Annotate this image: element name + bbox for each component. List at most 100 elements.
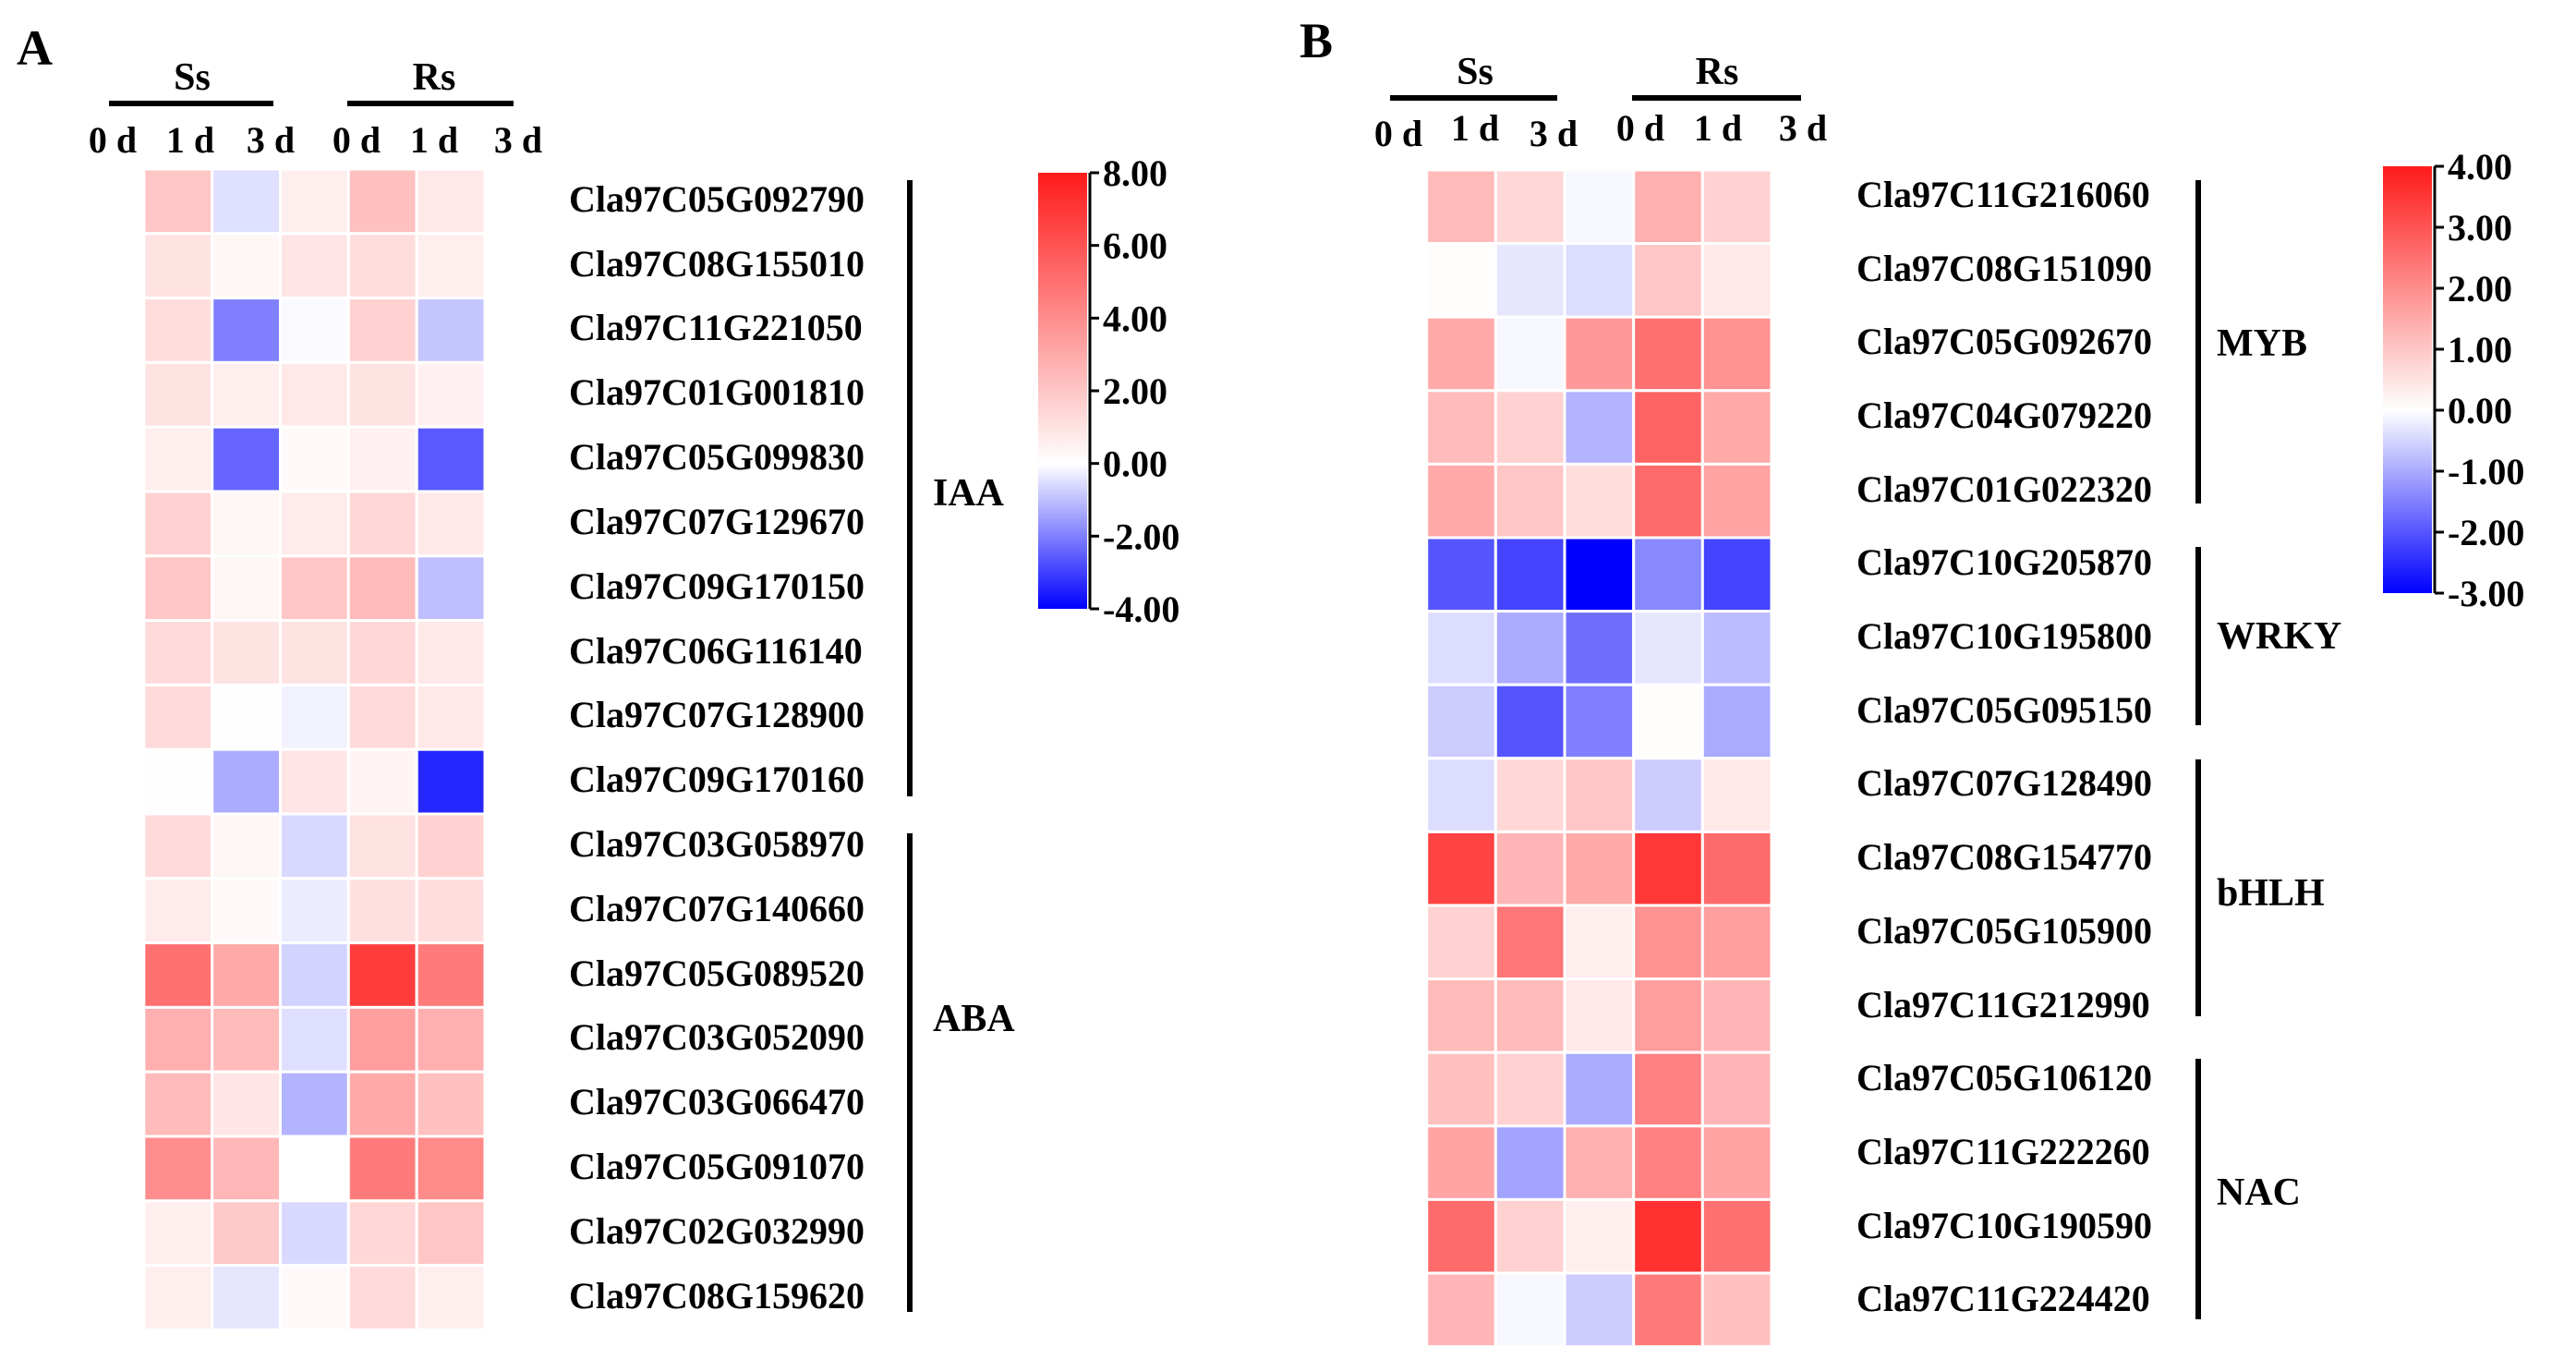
heatmap-cell <box>415 619 487 686</box>
heatmap-cell <box>346 1199 418 1268</box>
heatmap-cell <box>415 425 487 493</box>
heatmap-cell <box>211 877 282 945</box>
heatmap-cell <box>346 747 418 816</box>
panel-a-row-label: Cla97C07G128900 <box>569 694 865 735</box>
heatmap-cell <box>1425 1271 1497 1347</box>
heatmap-cell <box>1632 242 1704 319</box>
heatmap-cell <box>211 812 282 880</box>
panel-b-row-label: Cla97C11G224420 <box>1856 1278 2150 1319</box>
heatmap-cell <box>1356 168 1429 246</box>
heatmap-cell <box>1700 1124 1773 1201</box>
panel-a-row-label: Cla97C03G058970 <box>569 823 865 865</box>
heatmap-cell <box>1494 1271 1566 1347</box>
heatmap-cell <box>1356 462 1429 540</box>
colorbar-tick-label: 3.00 <box>2448 207 2512 249</box>
heatmap-cell <box>279 877 350 945</box>
panel-b-row-label: Cla97C08G151090 <box>1856 248 2152 289</box>
heatmap-cell <box>279 554 350 623</box>
panel-a-row-label: Cla97C07G129670 <box>569 501 865 542</box>
heatmap-cell <box>1563 168 1636 246</box>
heatmap-cell <box>142 1199 214 1268</box>
heatmap-cell <box>1632 904 1704 981</box>
panel-a-col-label: 1 d <box>410 119 458 161</box>
heatmap-cell <box>211 167 282 236</box>
heatmap-cell <box>279 619 350 686</box>
heatmap-cell <box>346 360 418 429</box>
panel-a-row-label: Cla97C09G170150 <box>569 565 865 607</box>
heatmap-cell <box>211 1005 282 1074</box>
heatmap-cell <box>1700 1271 1773 1347</box>
colorbar-tick-label: -2.00 <box>1103 516 1179 557</box>
panel-b-row-label: Cla97C10G195800 <box>1856 615 2152 657</box>
heatmap-cell <box>1700 830 1773 907</box>
heatmap-cell <box>1356 242 1429 319</box>
colorbar-tick-label: -2.00 <box>2448 512 2524 553</box>
heatmap-cell <box>211 490 282 558</box>
heatmap-cell <box>211 1199 282 1268</box>
heatmap-cell <box>1494 462 1566 540</box>
heatmap-cell <box>74 167 146 236</box>
heatmap-cell <box>1563 1197 1636 1275</box>
heatmap-cell <box>1563 1124 1636 1201</box>
panel-a-row-label: Cla97C08G159620 <box>569 1275 865 1317</box>
panel-a-row-label: Cla97C05G099830 <box>569 436 865 478</box>
panel-b-col-label: 0 d <box>1616 107 1664 149</box>
heatmap-cell <box>346 554 418 623</box>
panel-a-colorbar <box>1038 173 1087 609</box>
heatmap-cell <box>415 232 487 300</box>
heatmap-cell <box>1425 536 1497 613</box>
heatmap-cell <box>74 232 146 300</box>
heatmap-cell <box>1632 683 1704 760</box>
heatmap-cell <box>142 1135 214 1203</box>
heatmap-cell <box>346 167 418 236</box>
heatmap-cell <box>1632 536 1704 613</box>
heatmap-cell <box>279 812 350 880</box>
heatmap-cell <box>74 1005 146 1074</box>
heatmap-cell <box>1494 757 1566 833</box>
heatmap-cell <box>142 619 214 686</box>
panel-b-colorbar <box>2383 166 2432 593</box>
panel-b-row-label: Cla97C05G105900 <box>1856 910 2152 952</box>
panel-a-colorbar-ticks: 8.00 6.00 4.00 2.00 0.00 -2.00 -4.00 <box>1090 152 1179 630</box>
heatmap-cell <box>1563 904 1636 981</box>
heatmap-cell <box>279 167 350 236</box>
heatmap-cell <box>1356 315 1429 393</box>
heatmap-cell <box>279 1070 350 1138</box>
heatmap-cell <box>1356 1271 1429 1347</box>
heatmap-cell <box>74 683 146 751</box>
heatmap-cell <box>415 1264 487 1331</box>
heatmap-cell <box>142 1005 214 1074</box>
heatmap-cell <box>346 683 418 751</box>
heatmap-cell <box>1563 315 1636 393</box>
heatmap-cell <box>211 425 282 493</box>
colorbar-tick-label: 4.00 <box>2448 146 2512 188</box>
panel-b-row-label: Cla97C05G095150 <box>1856 689 2152 731</box>
heatmap-cell <box>1425 1197 1497 1275</box>
heatmap-cell <box>142 554 214 623</box>
heatmap-cell <box>1700 242 1773 319</box>
panel-a-group-label-ss: Ss <box>174 56 211 99</box>
panel-a-row-label: Cla97C09G170160 <box>569 758 865 800</box>
heatmap-cell <box>415 941 487 1009</box>
colorbar-tick-label: 1.00 <box>2448 329 2512 370</box>
heatmap-cell <box>142 941 214 1009</box>
heatmap-cell <box>142 1070 214 1138</box>
heatmap-cell <box>142 683 214 751</box>
heatmap-cell <box>279 297 350 364</box>
panel-b-letter: B <box>1300 13 1333 68</box>
heatmap-cell <box>1425 757 1497 833</box>
heatmap-cell <box>279 1005 350 1074</box>
heatmap-cell <box>1425 1124 1497 1201</box>
heatmap-cell <box>1632 315 1704 393</box>
heatmap-cell <box>1494 1050 1566 1128</box>
heatmap-cell <box>1632 1271 1704 1347</box>
panel-b-row-label: Cla97C10G205870 <box>1856 541 2152 583</box>
heatmap-cell <box>74 360 146 429</box>
heatmap-cell <box>1632 757 1704 833</box>
heatmap-cell <box>142 812 214 880</box>
heatmap-cell <box>279 360 350 429</box>
panel-b-heatmap-cells <box>1356 168 1773 1347</box>
panel-b-group-label-rs: Rs <box>1696 51 1739 93</box>
heatmap-cell <box>1700 977 1773 1054</box>
